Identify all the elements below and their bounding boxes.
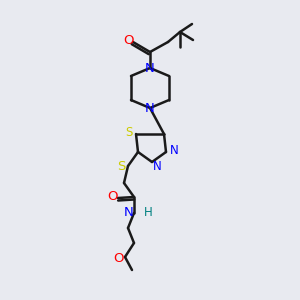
Text: S: S	[117, 160, 125, 173]
Text: O: O	[123, 34, 133, 46]
Text: N: N	[145, 61, 155, 74]
Text: O: O	[114, 253, 124, 266]
Text: N: N	[145, 101, 155, 115]
Text: N: N	[169, 145, 178, 158]
Text: S: S	[125, 127, 133, 140]
Text: N: N	[124, 206, 134, 220]
Text: H: H	[144, 206, 152, 220]
Text: O: O	[107, 190, 117, 203]
Text: N: N	[153, 160, 161, 173]
